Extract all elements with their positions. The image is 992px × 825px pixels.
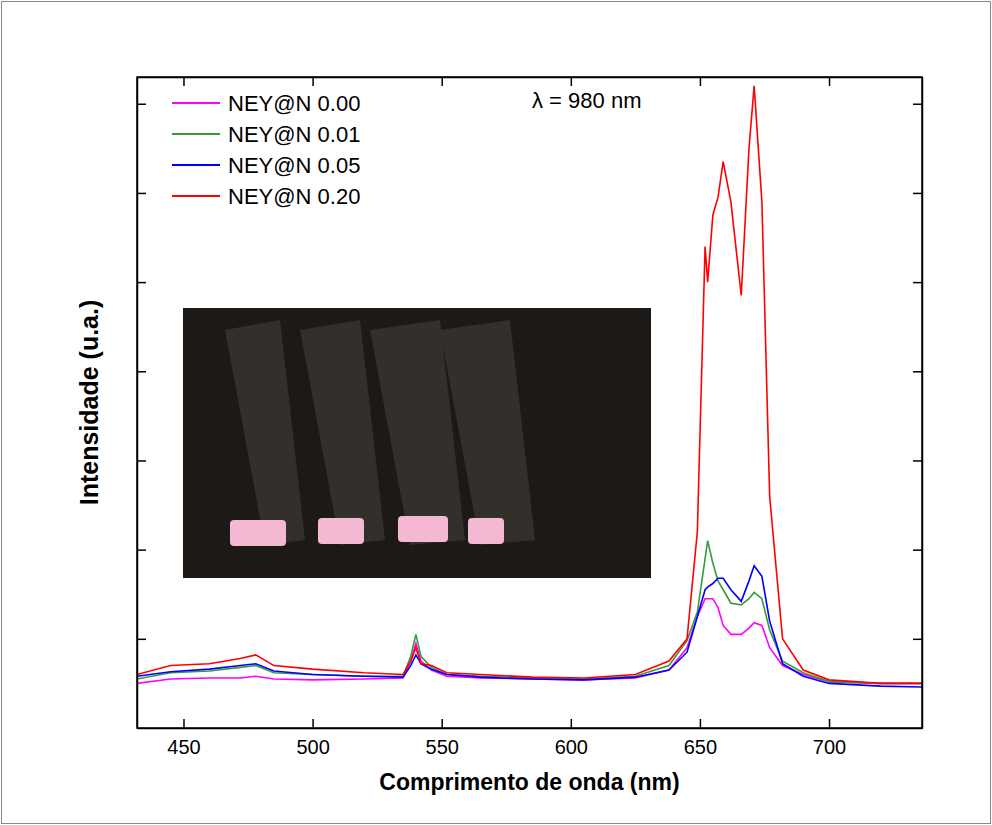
tick-mark	[137, 193, 146, 195]
axis-line	[137, 78, 139, 729]
tick	[442, 77, 443, 86]
tick-mark	[700, 77, 702, 86]
tick	[913, 550, 922, 551]
legend-swatch	[172, 164, 220, 166]
tick	[183, 77, 184, 86]
tick-mark	[312, 77, 314, 86]
inset-glow	[468, 518, 504, 544]
tick-mark	[913, 282, 922, 284]
tick	[700, 77, 701, 86]
tick-mark	[700, 719, 702, 728]
spectrum-line	[137, 566, 922, 687]
tick-mark	[137, 639, 146, 641]
legend-label: NEY@N 0.01	[228, 122, 360, 147]
x-axis-title: Comprimento de onda (nm)	[379, 769, 679, 795]
tick	[137, 193, 146, 194]
plot-frame	[137, 77, 922, 728]
tick	[137, 639, 146, 640]
legend-swatch	[172, 133, 220, 135]
tick	[137, 550, 146, 551]
y-axis	[137, 78, 146, 729]
tick-mark	[829, 77, 831, 86]
tick	[137, 104, 146, 105]
tick-mark	[441, 77, 443, 86]
x-axis: 450 500 550 600 650 700	[138, 719, 923, 758]
tick-mark	[137, 282, 146, 284]
inset-glow	[230, 520, 286, 546]
tick-mark	[183, 77, 185, 86]
inset-tube	[300, 320, 385, 545]
tick-mark	[137, 460, 146, 462]
tick	[913, 371, 922, 372]
inset-background	[183, 308, 651, 578]
axis-line	[138, 77, 923, 79]
y-axis-title: Intensidade (u.a.)	[75, 300, 103, 506]
tick	[313, 77, 314, 86]
tick	[137, 371, 146, 372]
tick	[137, 460, 146, 461]
tick-label: 700	[813, 736, 846, 758]
tick-mark	[913, 371, 922, 373]
tick-mark	[183, 719, 185, 728]
inset-photo	[183, 308, 651, 578]
tick-label: 500	[296, 736, 329, 758]
tick-mark	[571, 719, 573, 728]
tick-mark	[137, 371, 146, 373]
tick-mark	[312, 719, 314, 728]
tick-mark	[913, 104, 922, 106]
tick	[913, 639, 922, 640]
plot-area	[137, 86, 922, 687]
tick-mark	[137, 549, 146, 551]
axis-line	[922, 78, 924, 729]
tick	[913, 460, 922, 461]
tick: 550	[426, 719, 459, 758]
x-axis-top	[138, 77, 923, 86]
inset-tube	[225, 320, 305, 545]
tick	[913, 193, 922, 194]
inset-glow	[398, 516, 448, 542]
tick-mark	[829, 719, 831, 728]
tick: 650	[684, 719, 717, 758]
inset-glow	[318, 518, 364, 544]
chart: 450 500 550 600 650 700 Comprimento de onda (n…	[0, 0, 992, 825]
legend-label: NEY@N 0.20	[228, 184, 360, 209]
tick	[571, 77, 572, 86]
tick	[829, 77, 830, 86]
tick-mark	[913, 639, 922, 641]
tick-label: 600	[555, 736, 588, 758]
inset-tube	[440, 320, 535, 545]
legend-swatch	[172, 102, 220, 104]
y-axis-right	[913, 78, 923, 729]
legend-label: NEY@N 0.05	[228, 153, 360, 178]
tick-mark	[913, 193, 922, 195]
legend-swatch	[172, 195, 220, 197]
tick-label: 450	[167, 736, 200, 758]
tick-mark	[441, 719, 443, 728]
axis-line	[138, 728, 923, 730]
tick	[137, 282, 146, 283]
figure-frame	[2, 2, 991, 824]
tick-label: 650	[684, 736, 717, 758]
tick: 500	[296, 719, 329, 758]
tick	[913, 282, 922, 283]
tick-label: 550	[426, 736, 459, 758]
tick: 450	[167, 719, 200, 758]
tick-mark	[913, 549, 922, 551]
tick	[913, 104, 922, 105]
tick-mark	[913, 460, 922, 462]
annotation: λ = 980 nm	[532, 88, 641, 113]
tick: 600	[555, 719, 588, 758]
tick: 700	[813, 719, 846, 758]
tick-mark	[137, 104, 146, 106]
spectrum-line	[137, 86, 922, 683]
legend: NEY@N 0.00 NEY@N 0.01 NEY@N 0.05 NEY@N 0.20	[172, 91, 360, 209]
spectrum-line	[137, 541, 922, 684]
tick-mark	[571, 77, 573, 86]
legend-label: NEY@N 0.00	[228, 91, 360, 116]
